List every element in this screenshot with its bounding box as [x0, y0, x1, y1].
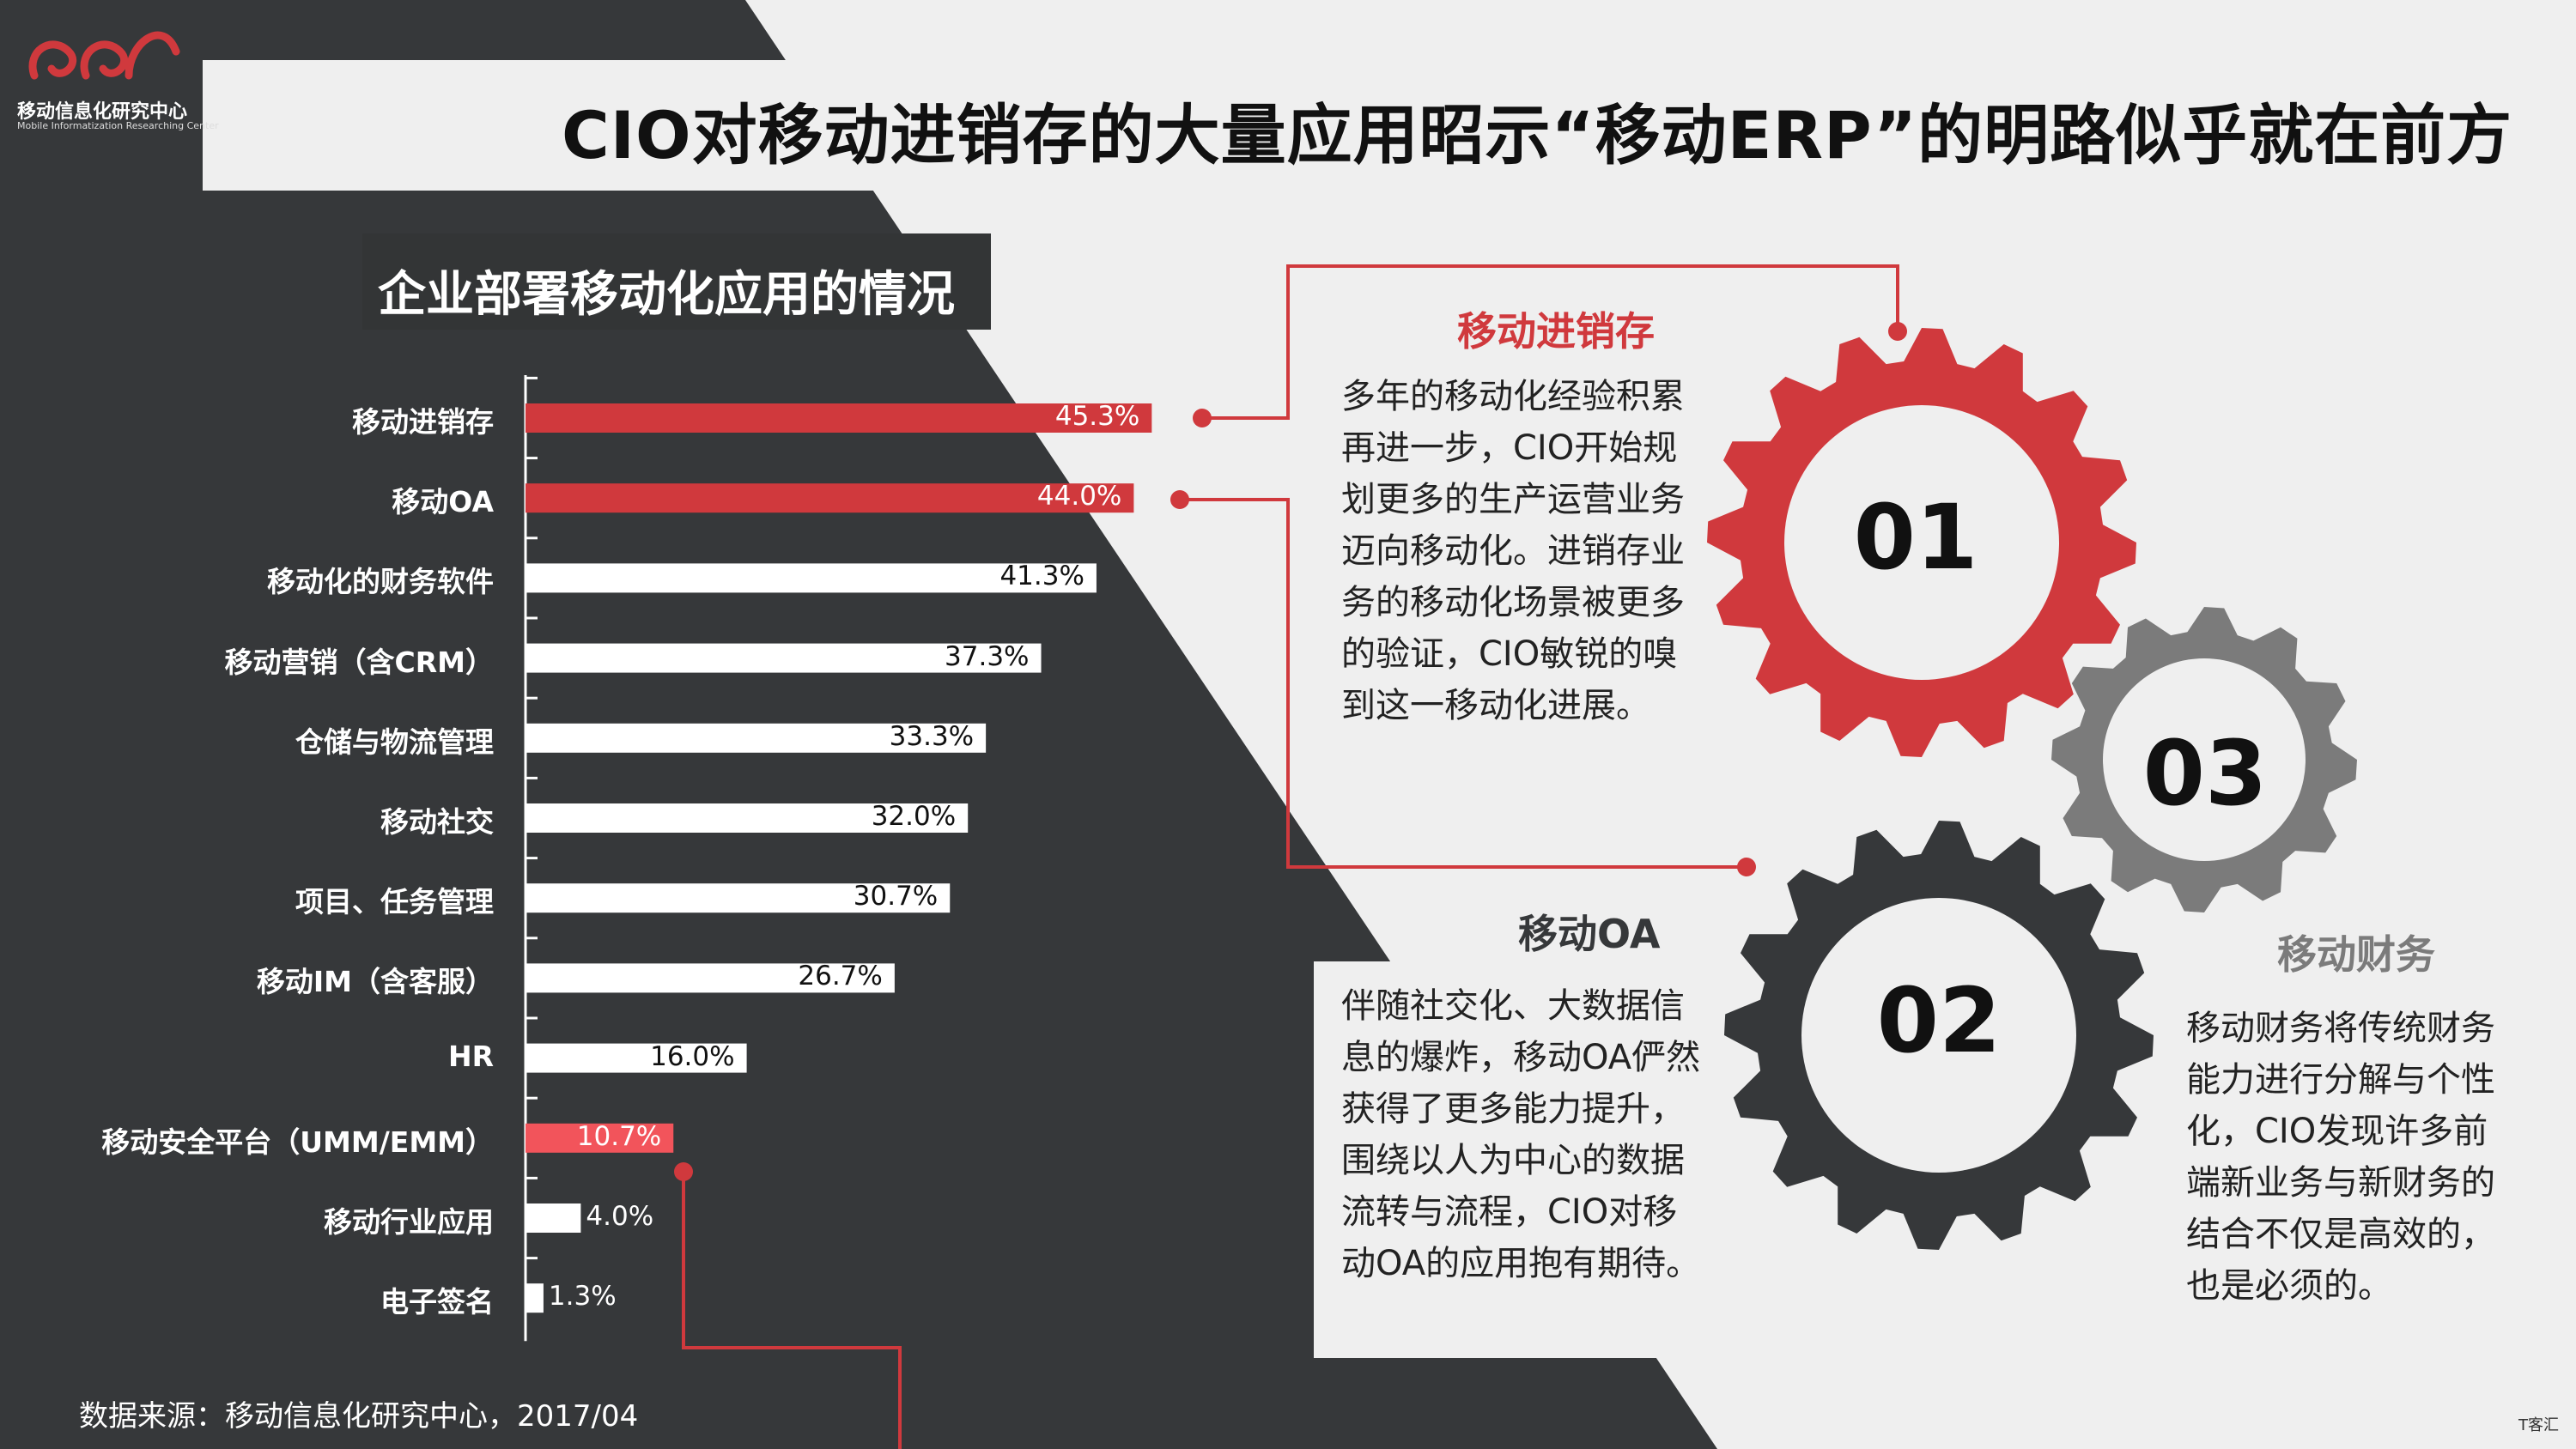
section-02-text: 伴随社交化、大数据信息的爆炸，移动OA俨然获得了更多能力提升，围绕以人为中心的数… [1341, 986, 1701, 1283]
connector-02 [1180, 498, 1747, 869]
category-label: 项目、任务管理 [295, 885, 494, 919]
category-label: 移动进销存 [352, 405, 494, 439]
chart-title-box [362, 233, 991, 330]
watermark: T客汇 [2518, 1416, 2559, 1434]
category-labels: 移动进销存移动OA 移动化的财务软件移动营销（含CRM） 仓储与物流管理移动社交项目… [0, 0, 494, 1449]
section-03-title: 移动财务 [2277, 931, 2435, 978]
category-label: 移动OA [392, 485, 494, 519]
gears [1707, 328, 2357, 1250]
title-band [203, 60, 2576, 191]
gear-01-hole [1784, 405, 2059, 680]
bar [526, 563, 1097, 593]
category-label: 移动化的财务软件 [267, 565, 494, 599]
gear-03-hole [2103, 658, 2306, 861]
gear-03-number: 03 [2142, 721, 2268, 826]
bar [526, 1043, 747, 1073]
connector-dot [1888, 322, 1907, 341]
bar [526, 1283, 544, 1313]
connector-dot [1193, 409, 1212, 427]
category-label: 移动社交 [380, 805, 494, 839]
category-label: 移动行业应用 [324, 1205, 494, 1239]
connector-01 [1202, 264, 1899, 420]
connector-lines [682, 264, 1899, 1449]
logo-mark [28, 31, 180, 80]
category-label: 电子签名 [380, 1285, 494, 1319]
category-label: 移动IM（含客服） [256, 965, 494, 999]
category-label: 移动营销（含CRM） [224, 645, 494, 679]
connector-dots [674, 322, 1907, 1181]
logo-name: 移动信息化研究中心 [17, 101, 188, 123]
bar [526, 963, 895, 993]
data-source: 数据来源：移动信息化研究中心，2017/04 [79, 1399, 639, 1434]
page-title: CIO对移动进销存的大量应用昭示“移动ERP”的明路似乎就在前方 [562, 97, 2513, 173]
section-01-text: 多年的移动化经验积累再进一步，CIO开始规划更多的生产运营业务迈向移动化。进销存… [1341, 377, 1685, 725]
section-01-title: 移动进销存 [1457, 308, 1655, 355]
category-label: 仓储与物流管理 [295, 724, 494, 759]
gear-02-number: 02 [1876, 968, 2002, 1073]
chart-bars [526, 403, 1152, 1313]
bar [526, 1203, 581, 1233]
category-label: 移动安全平台（UMM/EMM） [101, 1125, 494, 1159]
connector-03 [682, 1172, 902, 1449]
bar [526, 1123, 674, 1153]
bar [526, 803, 969, 833]
gear-01-number: 01 [1853, 485, 1978, 590]
bar [526, 643, 1042, 673]
bar [526, 723, 987, 753]
logo-subtitle: Mobile Informatization Researching Cente… [17, 120, 219, 131]
connector-dot [1170, 490, 1189, 509]
section-02-title: 移动OA [1518, 911, 1661, 957]
section-03-text: 移动财务将传统财务能力进行分解与个性化，CIO发现许多前端新业务与新财务的结合不… [2186, 1009, 2495, 1306]
bar [526, 483, 1134, 513]
category-label: HR [447, 1039, 494, 1073]
connector-dot [1737, 858, 1756, 876]
chart-axis [524, 375, 538, 1342]
oa-text-box [1314, 961, 1688, 1358]
bar [526, 883, 951, 913]
gear-02-hole [1801, 898, 2076, 1173]
connector-dot [674, 1162, 693, 1181]
chart-title: 企业部署移动化应用的情况 [378, 267, 955, 323]
bar [526, 403, 1152, 433]
